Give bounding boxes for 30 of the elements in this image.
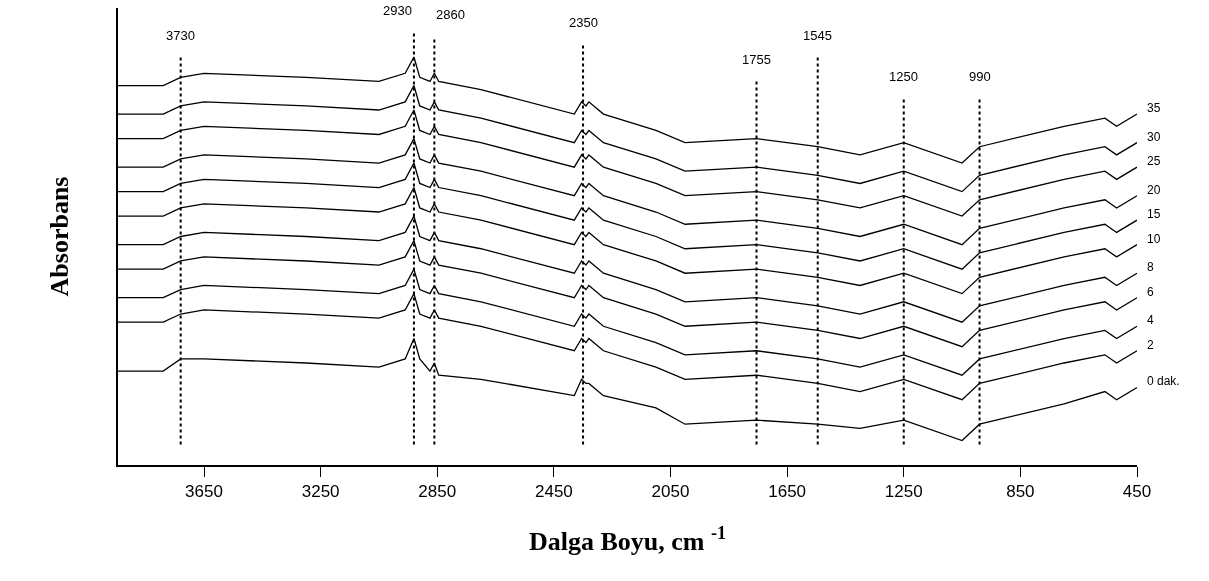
series-label: 25	[1147, 154, 1161, 168]
series-label: 6	[1147, 285, 1154, 299]
x-tick-label: 2850	[418, 482, 457, 502]
ref-line-label: 990	[969, 69, 991, 84]
ref-line-label: 3730	[166, 28, 195, 43]
ref-line-label: 1755	[742, 52, 771, 67]
x-tick-label: 3250	[301, 482, 340, 502]
series-label: 35	[1147, 101, 1161, 115]
ref-line-label: 2930	[383, 3, 412, 18]
ref-line-label: 2860	[436, 7, 465, 22]
series-label: 30	[1147, 130, 1161, 144]
x-tick-label: 1650	[768, 482, 807, 502]
x-tick-label: 850	[1006, 482, 1035, 502]
x-axis-title: Dalga Boyu, cm $^{-1}$	[528, 523, 727, 557]
x-tick-label: 3650	[185, 482, 223, 502]
series-label: 15	[1147, 207, 1161, 221]
x-tick-label: 450	[1122, 482, 1152, 502]
ref-line-label: 1250	[889, 69, 918, 84]
series-label: 2	[1147, 338, 1154, 352]
x-tick-label: 2050	[651, 482, 690, 502]
y-axis-title: Absorbans	[45, 176, 75, 297]
x-tick-label: 2450	[534, 482, 573, 502]
series-label: 8	[1147, 260, 1154, 274]
series-label: 20	[1147, 183, 1161, 197]
ref-line-label: 1545	[803, 28, 832, 43]
series-label: 10	[1147, 232, 1161, 246]
ref-line-label: 2350	[569, 15, 598, 30]
x-tick-label: 1250	[884, 482, 923, 502]
series-label: 4	[1147, 313, 1154, 327]
series-label: 0 dak.	[1147, 374, 1180, 388]
